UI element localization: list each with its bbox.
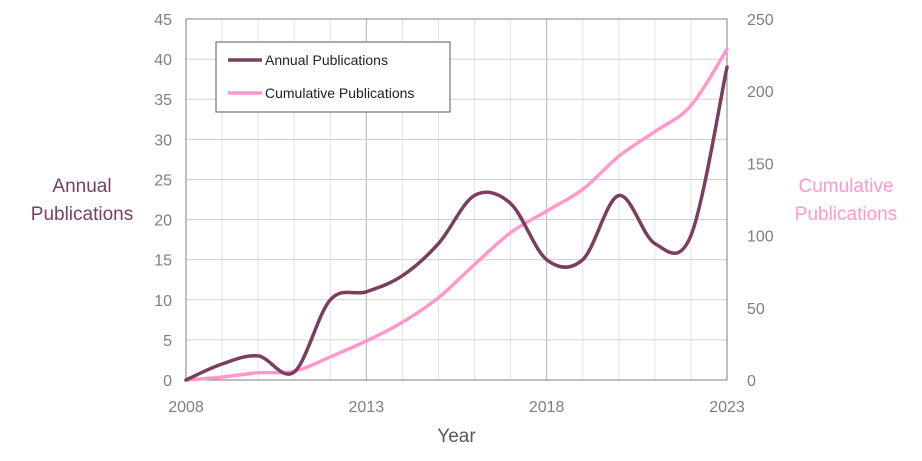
tick-labels: 0 5 10 15 20 25 30 35 40 45 0 50 100 150 200 250 2008 201… — [154, 12, 774, 416]
y-left-axis-title-line1: Annual — [52, 176, 111, 197]
y-left-tick-label: 10 — [154, 293, 172, 310]
y-right-tick-label: 50 — [747, 301, 765, 318]
series-line-annual — [184, 65, 729, 382]
y-left-tick-label: 5 — [163, 333, 172, 350]
y-right-tick-label: 200 — [747, 84, 774, 101]
x-tick-label: 2023 — [709, 399, 745, 416]
series-line-cumulative — [184, 47, 729, 382]
y-right-axis-title-line2: Publications — [795, 204, 897, 225]
y-right-tick-label: 250 — [747, 12, 774, 29]
y-right-tick-label: 150 — [747, 156, 774, 173]
plot-area — [185, 18, 728, 381]
x-tick-label: 2018 — [529, 399, 565, 416]
legend-box — [215, 41, 451, 113]
legend: Annual Publications Cumulative Publicati… — [215, 41, 451, 113]
y-right-tick-label: 100 — [747, 229, 774, 246]
y-left-tick-label: 25 — [154, 172, 172, 189]
x-tick-label: 2008 — [168, 399, 204, 416]
legend-label-annual: Annual Publications — [265, 52, 388, 68]
y-left-tick-label: 20 — [154, 213, 172, 230]
legend-label-cumulative: Cumulative Publications — [265, 85, 414, 101]
y-left-tick-label: 0 — [163, 373, 172, 390]
y-left-tick-label: 45 — [154, 12, 172, 29]
y-left-tick-label: 35 — [154, 92, 172, 109]
y-right-tick-label: 0 — [747, 373, 756, 390]
y-left-tick-label: 15 — [154, 253, 172, 270]
y-left-tick-label: 40 — [154, 52, 172, 69]
x-axis-title: Year — [437, 426, 476, 447]
series-layer — [184, 47, 729, 382]
y-left-tick-label: 30 — [154, 132, 172, 149]
y-right-axis-title-line1: Cumulative — [798, 176, 893, 197]
y-left-axis-title-line2: Publications — [31, 204, 133, 225]
x-tick-label: 2013 — [349, 399, 385, 416]
